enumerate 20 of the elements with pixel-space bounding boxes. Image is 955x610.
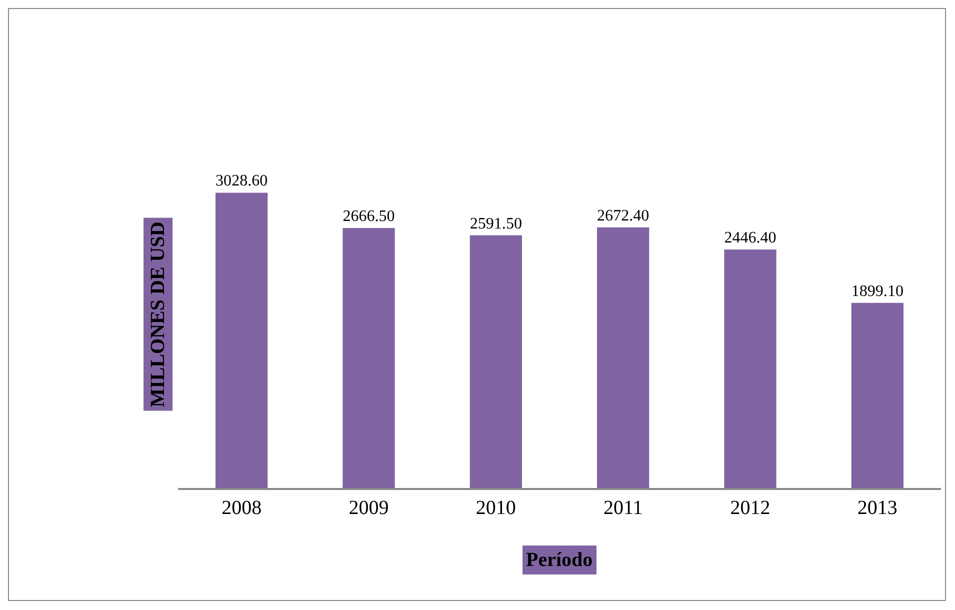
data-label: 2446.40	[724, 229, 776, 246]
x-axis-title: Período	[526, 549, 593, 571]
bar	[216, 192, 268, 488]
x-tick-label: 2013	[857, 496, 898, 519]
x-tick-label: 2008	[222, 496, 262, 519]
bar	[597, 227, 650, 488]
x-tick-label: 2009	[348, 496, 389, 519]
bar	[342, 228, 395, 488]
x-tick-label: 2010	[476, 496, 516, 519]
data-label: 2591.50	[470, 215, 522, 232]
bar	[724, 249, 776, 488]
data-label: 1899.10	[851, 282, 904, 300]
bar	[470, 235, 522, 488]
bar	[851, 302, 904, 488]
data-label: 2666.50	[342, 208, 395, 225]
y-axis-title: MILLONES DE USD	[147, 222, 170, 408]
x-tick-label: 2012	[730, 496, 770, 519]
x-tick-label: 2011	[603, 496, 643, 519]
data-label: 2672.40	[597, 207, 650, 224]
data-label: 3028.60	[216, 172, 268, 190]
